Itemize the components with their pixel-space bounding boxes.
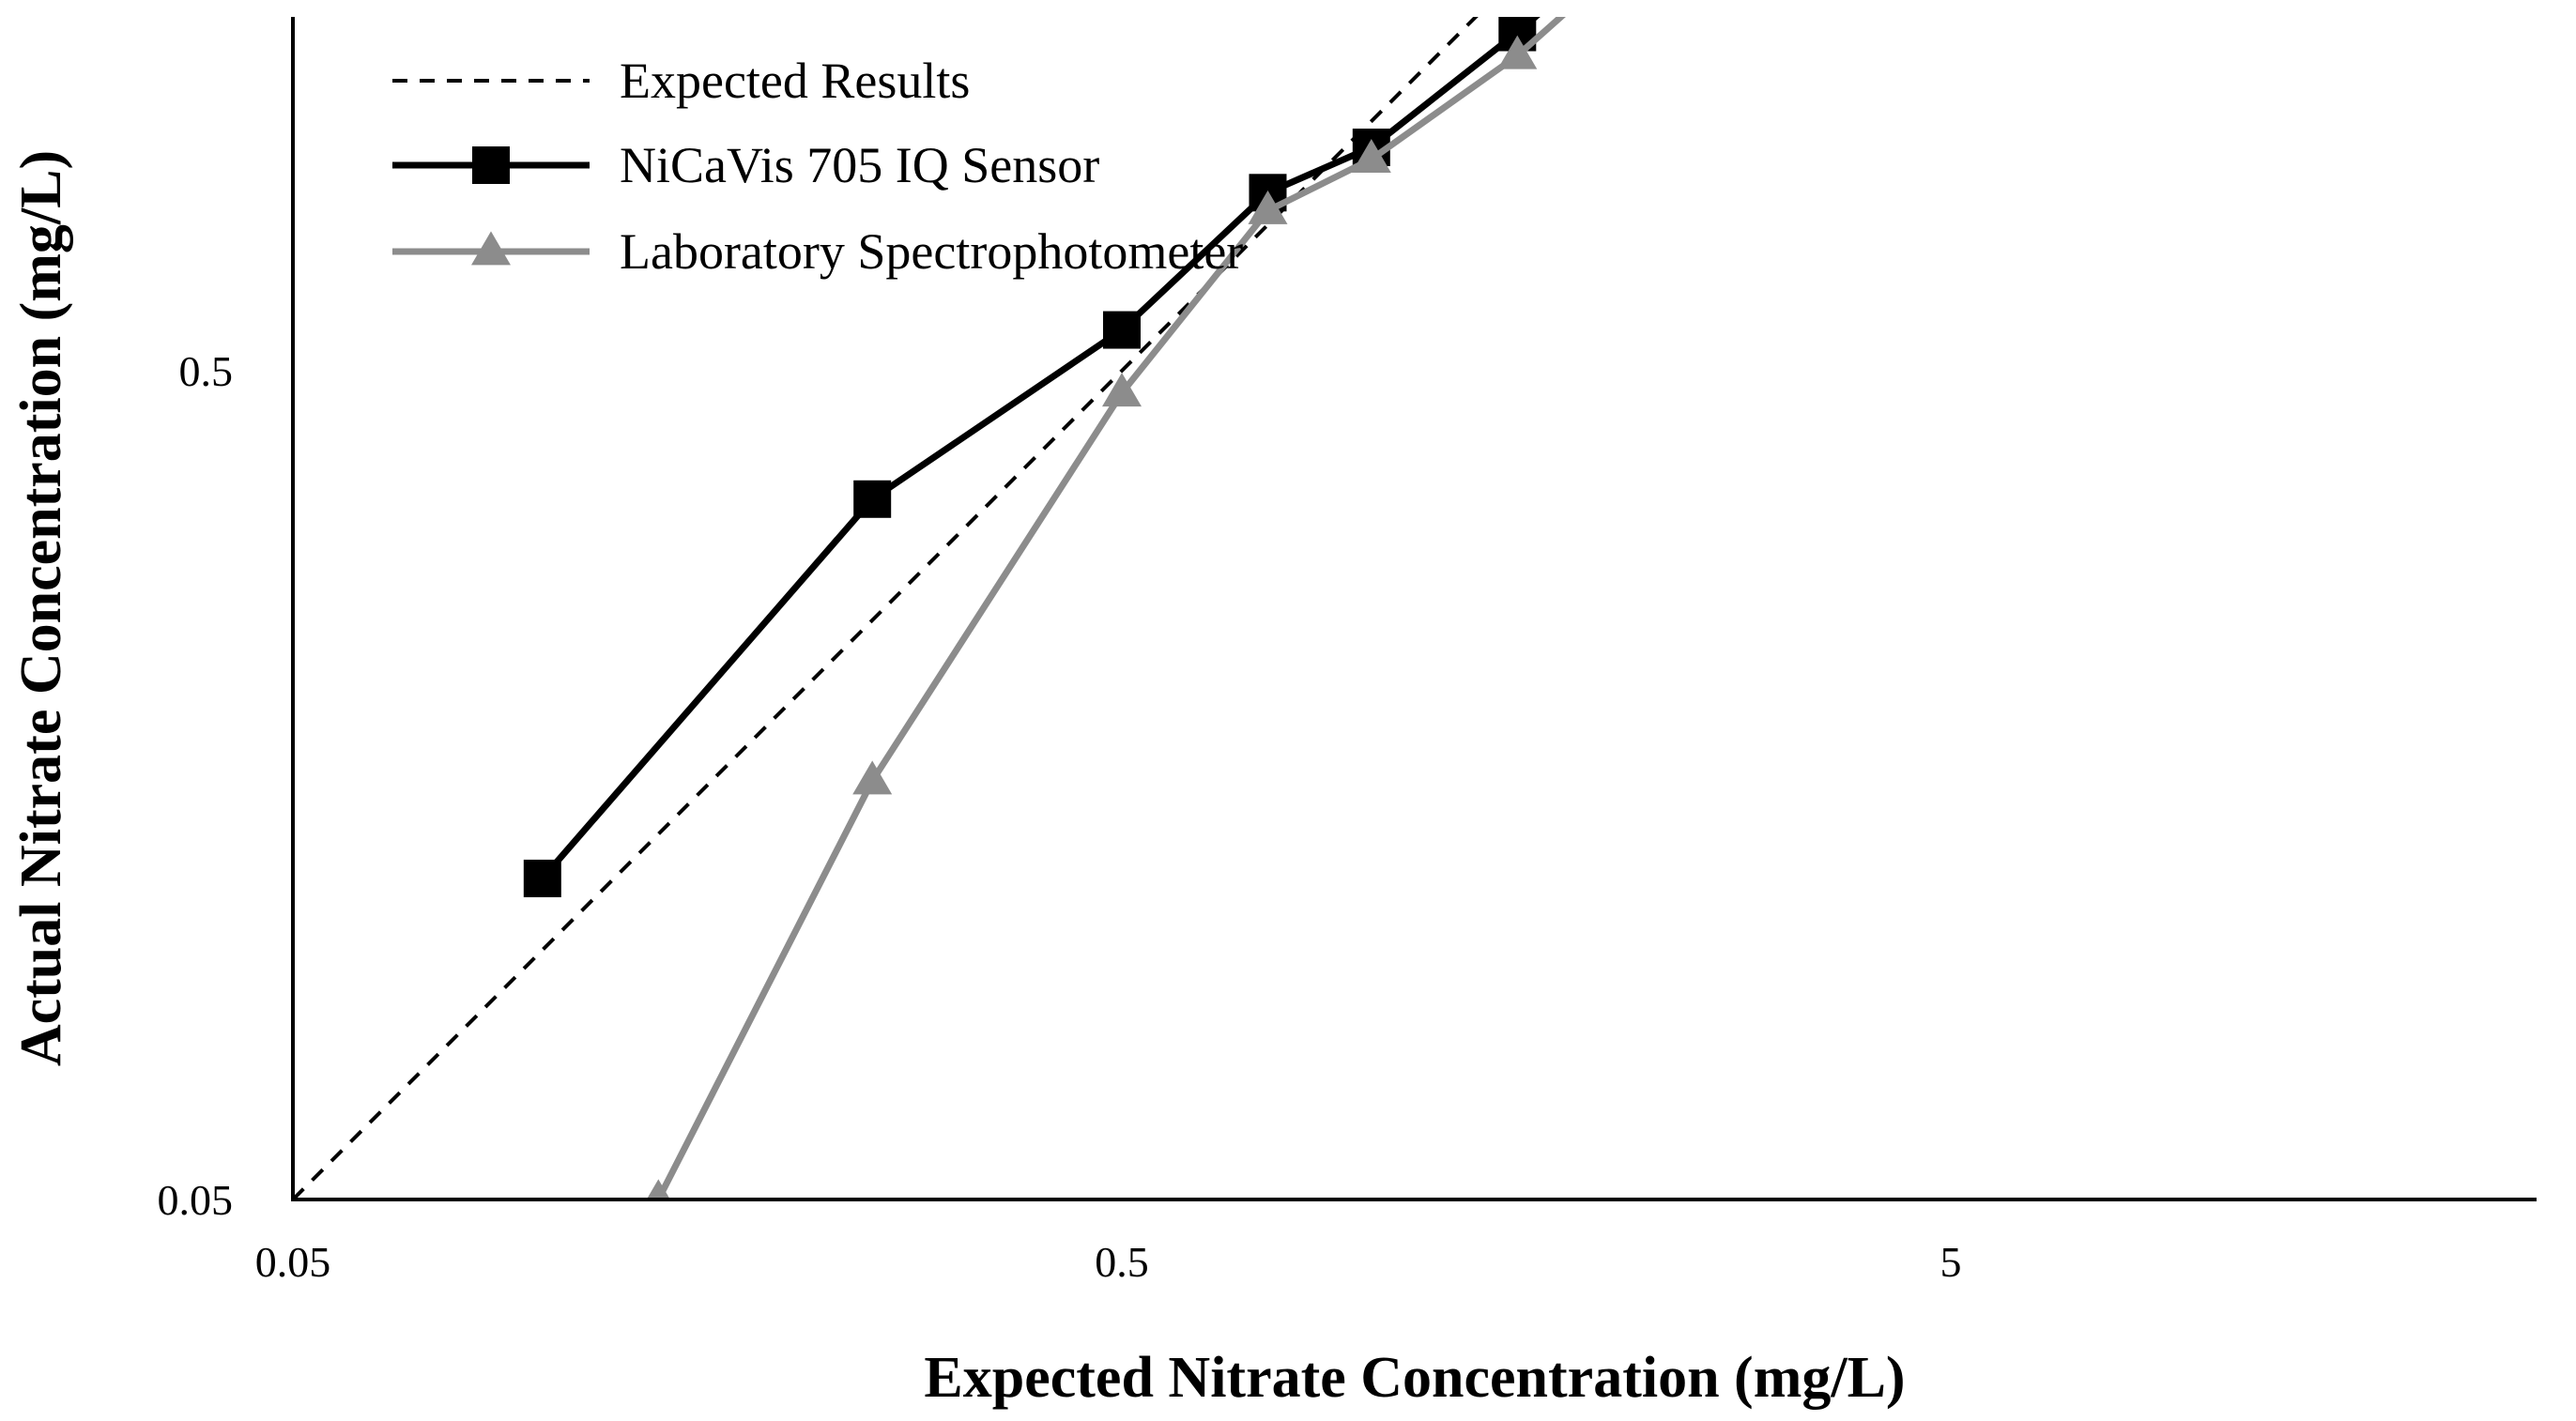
data-point-laboratory-spectrophotometer-0: [523, 1363, 562, 1397]
legend-label-nicavis-705-iq-sensor: NiCaVis 705 IQ Sensor: [620, 137, 1099, 193]
legend-entry-laboratory-spectrophotometer: Laboratory Spectrophotometer: [392, 223, 1243, 280]
x-tick-label: 0.05: [255, 1238, 331, 1286]
legend-marker-laboratory-spectrophotometer: [471, 231, 511, 266]
data-point-laboratory-spectrophotometer-4: [1248, 190, 1288, 224]
legend-label-laboratory-spectrophotometer: Laboratory Spectrophotometer: [620, 223, 1243, 280]
legend-entry-nicavis-705-iq-sensor: NiCaVis 705 IQ Sensor: [392, 137, 1099, 193]
y-axis-title: Actual Nitrate Concentration (mg/L): [9, 150, 73, 1066]
series-line-nicavis-705-iq-sensor: [540, 17, 1541, 881]
legend-label-expected-results: Expected Results: [620, 53, 970, 109]
data-point-laboratory-spectrophotometer-6: [1497, 35, 1538, 69]
data-point-nicavis-705-iq-sensor-0: [523, 859, 561, 897]
series-laboratory-spectrophotometer: [523, 17, 1566, 1397]
series-line-expected-results: [293, 17, 1479, 1199]
series-expected-results: [293, 17, 1479, 1199]
y-tick-label: 0.05: [158, 1176, 234, 1224]
series-line-laboratory-spectrophotometer: [654, 17, 1566, 1199]
data-point-laboratory-spectrophotometer-3: [1102, 373, 1142, 407]
x-tick-label: 0.5: [1095, 1238, 1149, 1286]
data-point-laboratory-spectrophotometer-1: [646, 1179, 670, 1199]
x-axis-title: Expected Nitrate Concentration (mg/L): [924, 1346, 1905, 1410]
legend-marker-nicavis-705-iq-sensor: [472, 146, 510, 184]
legend-entry-expected-results: Expected Results: [392, 53, 970, 109]
data-point-laboratory-spectrophotometer-5: [1351, 138, 1391, 173]
series-nicavis-705-iq-sensor: [523, 17, 1541, 897]
data-point-nicavis-705-iq-sensor-1: [853, 480, 892, 518]
y-tick-label: 0.5: [179, 347, 234, 395]
x-tick-label: 5: [1940, 1238, 1962, 1286]
data-point-nicavis-705-iq-sensor-2: [1103, 311, 1141, 349]
data-point-laboratory-spectrophotometer-2: [852, 760, 893, 795]
